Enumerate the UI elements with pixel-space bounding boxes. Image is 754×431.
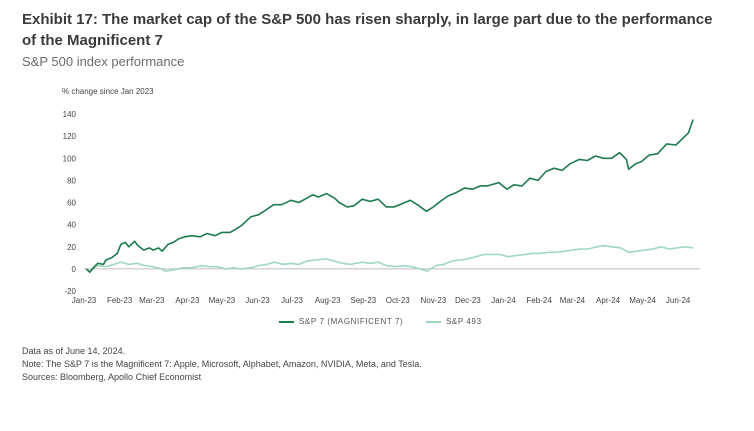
x-tick-label: Sep-23 (350, 296, 376, 305)
x-tick-label: Jan-23 (72, 296, 97, 305)
x-tick-label: Nov-23 (420, 296, 446, 305)
x-tick-label: Mar-23 (139, 296, 165, 305)
legend-item-mag7: S&P 7 (MAGNIFICENT 7) (279, 317, 403, 326)
y-tick-label: 0 (72, 265, 77, 274)
chart-subtitle: S&P 500 index performance (22, 54, 185, 69)
chart-title: Exhibit 17: The market cap of the S&P 50… (22, 11, 713, 49)
legend: S&P 7 (MAGNIFICENT 7) S&P 493 (0, 317, 754, 331)
footnote-note: Note: The S&P 7 is the Magnificent 7: Ap… (22, 359, 422, 369)
footnotes: Data as of June 14, 2024. Note: The S&P … (22, 345, 422, 384)
footnote-sources: Sources: Bloomberg, Apollo Chief Economi… (22, 372, 202, 382)
x-tick-label: Jun-23 (245, 296, 270, 305)
x-tick-label: May-24 (629, 296, 656, 305)
y-tick-label: 140 (63, 110, 77, 119)
y-axis-label: % change since Jan 2023 (62, 87, 154, 96)
x-tick-label: Feb-24 (526, 296, 552, 305)
legend-label-sp493: S&P 493 (446, 317, 482, 326)
legend-swatch-mag7 (279, 320, 294, 323)
x-tick-label: Apr-23 (175, 296, 200, 305)
y-tick-label: 120 (63, 132, 77, 141)
y-tick-label: -20 (64, 287, 76, 296)
x-tick-label: Jun-24 (666, 296, 691, 305)
x-tick-label: Feb-23 (107, 296, 133, 305)
x-tick-label: Aug-23 (315, 296, 341, 305)
y-tick-label: 60 (67, 199, 76, 208)
legend-swatch-sp493 (426, 320, 441, 323)
footnote-data-date: Data as of June 14, 2024. (22, 346, 126, 356)
x-tick-label: Jan-24 (491, 296, 516, 305)
x-tick-label: Mar-24 (560, 296, 586, 305)
x-tick-label: Dec-23 (455, 296, 481, 305)
y-tick-label: 100 (63, 154, 77, 163)
legend-item-sp493: S&P 493 (426, 317, 482, 326)
x-tick-label: Apr-24 (596, 296, 621, 305)
line-chart: -20 0 20 40 60 80 100 120 140 Jan-23 Feb-23 Mar-23 A… (63, 110, 700, 305)
y-tick-label: 20 (67, 243, 76, 252)
x-tick-label: May-23 (209, 296, 236, 305)
legend-label-mag7: S&P 7 (MAGNIFICENT 7) (299, 317, 404, 326)
y-tick-label: 40 (67, 221, 76, 230)
x-tick-label: Oct-23 (386, 296, 411, 305)
series-line-sp493 (85, 244, 694, 272)
series-line-mag7 (85, 119, 694, 273)
x-tick-label: Jul-23 (281, 296, 303, 305)
y-tick-label: 80 (67, 176, 76, 185)
